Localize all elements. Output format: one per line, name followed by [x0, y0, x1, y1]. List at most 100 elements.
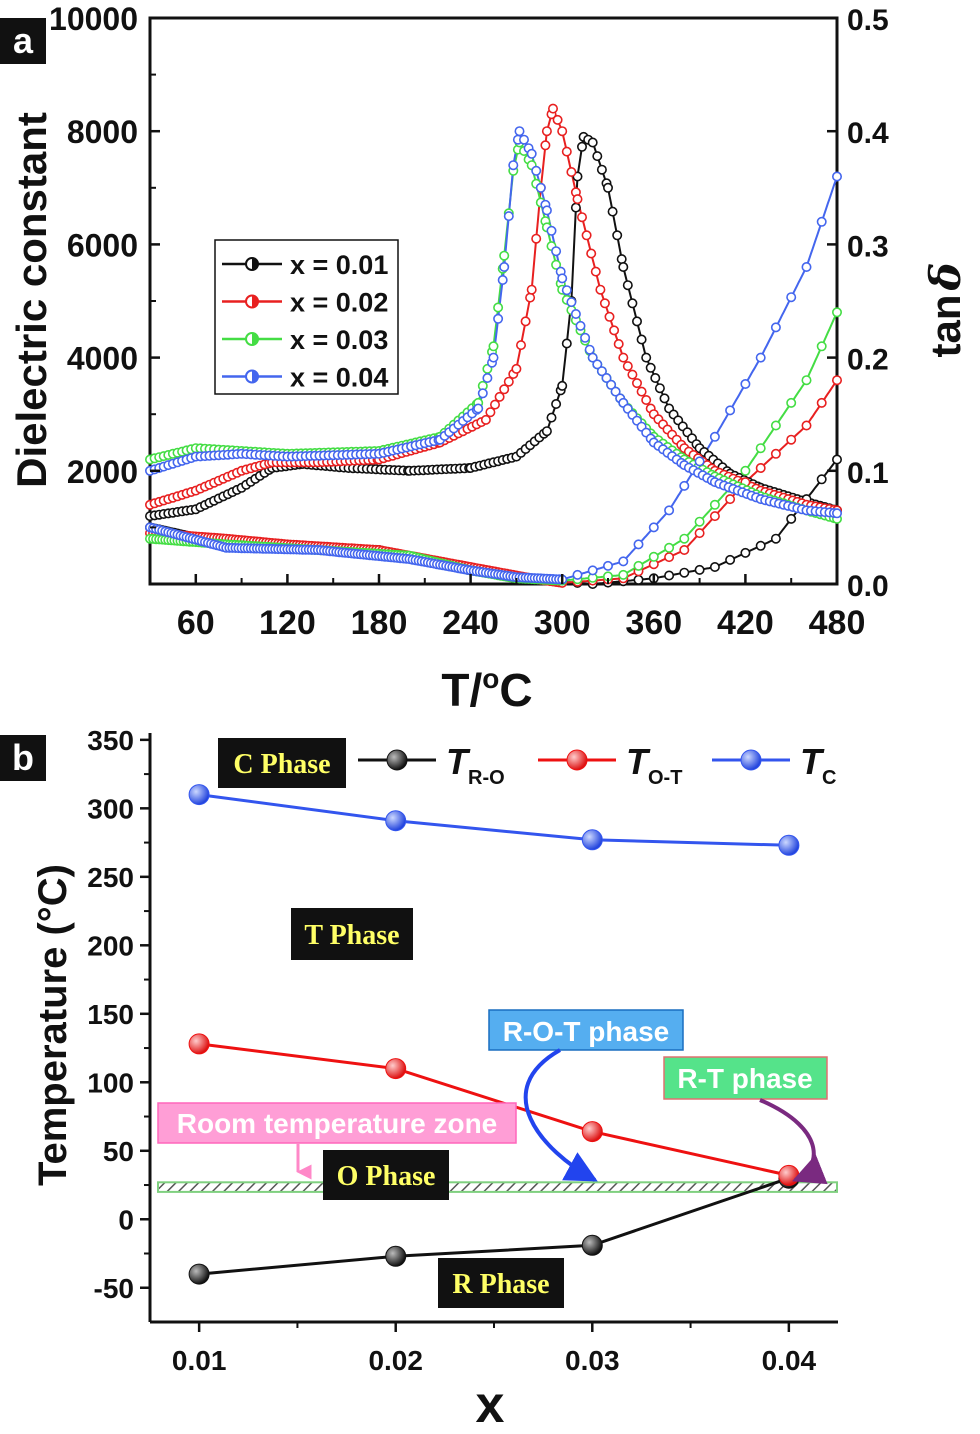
tan-point-series-1 [664, 570, 675, 581]
eps-point-series-1 [659, 393, 670, 404]
eps-point-series-4 [831, 508, 842, 519]
tan-point-series-4 [816, 216, 827, 227]
eps-point-series-1 [650, 372, 661, 383]
x-tick-label: 0.02 [368, 1345, 423, 1376]
y-tick-label: 250 [87, 862, 134, 893]
tan-point-series-1 [633, 574, 644, 585]
eps-point-series-2 [561, 146, 572, 157]
tan-point-series-2 [725, 494, 736, 505]
eps-point-series-4 [557, 273, 568, 284]
tan-point-series-2 [709, 511, 720, 522]
phase-point-c [581, 829, 603, 851]
eps-point-series-4 [499, 261, 510, 272]
tan-point-series-1 [740, 547, 751, 558]
x-tick-label: 0.03 [565, 1345, 620, 1376]
legend-swatch-half [252, 333, 258, 345]
eps-point-series-2 [627, 369, 638, 380]
eps-point-series-3 [499, 250, 510, 261]
tan-point-series-2 [801, 420, 812, 431]
eps-point-series-1 [627, 298, 638, 309]
tan-point-series-3 [816, 341, 827, 352]
eps-point-series-1 [616, 254, 627, 265]
tan-point-series-3 [648, 551, 659, 562]
eps-point-series-4 [497, 274, 508, 285]
panel-b-phase-diagram: b 0.01 0.02 0.03 0.04 -50 0 50 100 150 200 250 300… [0, 725, 838, 1434]
tan-point-series-1 [725, 554, 736, 565]
y-tick-label: 300 [87, 793, 134, 824]
legend-label: TR-O [446, 741, 505, 789]
eps-point-series-4 [570, 308, 581, 319]
x-tick-label: 180 [351, 604, 408, 642]
panel-b-x-axis-title: x [476, 1376, 505, 1434]
y2-tick-label: 0.4 [847, 117, 889, 150]
eps-point-series-2 [599, 298, 610, 309]
eps-point-series-1 [612, 230, 623, 241]
panel-a-y-ticks: 2000 4000 6000 8000 10000 [49, 1, 160, 529]
tan-point-series-4 [694, 456, 705, 467]
phase-line-r-o [198, 1176, 790, 1276]
eps-point-series-4 [477, 388, 488, 399]
y-tick-label: 10000 [49, 1, 138, 37]
tan-point-series-4 [679, 480, 690, 491]
tan-point-series-4 [633, 539, 644, 550]
eps-point-series-4 [592, 359, 603, 370]
eps-point-series-2 [609, 325, 620, 336]
eps-point-series-2 [557, 126, 568, 137]
legend-swatch-half [252, 370, 258, 383]
eps-point-series-1 [557, 380, 568, 391]
eps-point-series-2 [595, 284, 606, 295]
eps-point-series-2 [540, 140, 551, 151]
tan-point-series-3 [786, 397, 797, 408]
eps-point-series-4 [551, 246, 562, 257]
tan-point-series-4 [786, 292, 797, 303]
eps-point-series-2 [531, 233, 542, 244]
eps-point-series-4 [518, 134, 529, 145]
tan-point-series-3 [801, 375, 812, 386]
tan-point-series-3 [831, 307, 842, 318]
rt-phase-label-box [663, 1056, 828, 1100]
eps-point-series-1 [570, 202, 581, 213]
eps-point-series-2 [541, 126, 552, 137]
tan-point-series-3 [679, 533, 690, 544]
panel-b-letter: b [12, 737, 34, 778]
y-tick-label: 8000 [67, 114, 138, 150]
eps-point-series-1 [561, 338, 572, 349]
eps-point-series-1 [636, 334, 647, 345]
eps-point-series-1 [587, 137, 598, 148]
r-phase-label-box [438, 1258, 564, 1308]
eps-point-series-4 [503, 211, 514, 222]
phase-point-c [188, 784, 210, 806]
eps-point-series-2 [572, 194, 583, 205]
tan-point-series-2 [786, 434, 797, 445]
eps-point-series-4 [610, 386, 621, 397]
legend-label: x = 0.04 [290, 363, 388, 393]
y2-tick-label: 0.2 [847, 344, 889, 377]
tan-point-series-4 [618, 556, 629, 567]
eps-point-series-1 [645, 362, 656, 373]
y-tick-label: -50 [94, 1273, 134, 1304]
eps-point-series-4 [473, 403, 484, 414]
panel-b-x-ticks: 0.01 0.02 0.03 0.04 [172, 1322, 817, 1376]
eps-point-series-2 [641, 394, 652, 405]
phase-point-o-t [385, 1058, 407, 1080]
eps-point-series-1 [551, 398, 562, 409]
tan-point-series-3 [664, 542, 675, 553]
eps-point-series-2 [622, 361, 633, 372]
t-phase-label-box [291, 908, 413, 960]
panel-b-y-ticks: -50 0 50 100 150 200 250 300 350 [87, 725, 150, 1304]
tan-point-series-1 [816, 474, 827, 485]
y2-tick-label: 0.0 [847, 570, 889, 603]
eps-point-series-2 [604, 311, 615, 322]
eps-point-series-2 [618, 352, 629, 363]
eps-point-series-4 [482, 372, 493, 383]
panel-a-x-axis-title: T/oC [441, 663, 532, 716]
legend-label: TC [800, 741, 836, 789]
phase-point-c [778, 834, 800, 856]
c-phase-label: C Phase [233, 749, 330, 780]
phase-point-r-o [581, 1234, 603, 1256]
legend-swatch-half [252, 295, 258, 308]
eps-point-series-4 [596, 366, 607, 377]
panel-b-y-axis-title: Temperature (°C) [31, 864, 75, 1186]
tan-point-series-1 [679, 567, 690, 578]
phase-point-o-t [188, 1033, 210, 1055]
